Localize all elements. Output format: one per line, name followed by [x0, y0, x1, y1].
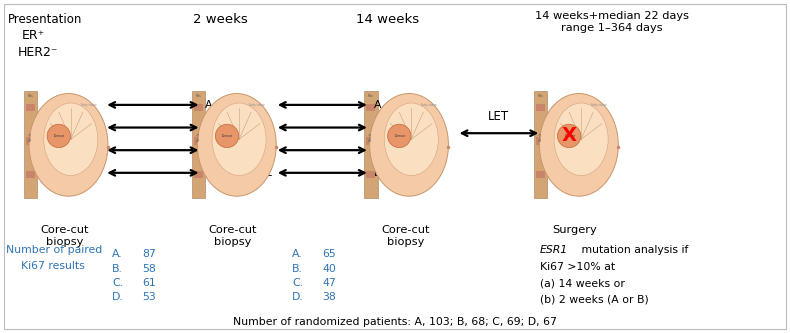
Text: A.: A.	[112, 249, 122, 259]
Text: Surgery: Surgery	[553, 225, 597, 235]
FancyBboxPatch shape	[364, 91, 378, 198]
Text: B.  LET+PAL: B. LET+PAL	[374, 123, 440, 133]
Text: HER2⁻: HER2⁻	[18, 46, 58, 59]
Text: (b) 2 weeks (A or B): (b) 2 weeks (A or B)	[540, 294, 649, 304]
FancyBboxPatch shape	[25, 170, 35, 178]
Text: 14 weeks+median 22 days
range 1–364 days: 14 weeks+median 22 days range 1–364 days	[535, 11, 689, 33]
FancyBboxPatch shape	[192, 91, 205, 198]
Text: 65: 65	[322, 249, 336, 259]
Text: 38: 38	[322, 292, 336, 302]
FancyBboxPatch shape	[25, 137, 35, 145]
Text: 14 weeks: 14 weeks	[356, 13, 419, 26]
Text: Muscle: Muscle	[197, 131, 201, 141]
Text: 61: 61	[142, 278, 156, 288]
Text: C.  PAL: C. PAL	[205, 145, 243, 155]
Text: 47: 47	[322, 278, 336, 288]
Text: ESR1: ESR1	[540, 245, 568, 255]
Text: Number of randomized patients: A, 103; B, 68; C, 69; D, 67: Number of randomized patients: A, 103; B…	[233, 317, 557, 327]
FancyBboxPatch shape	[24, 91, 37, 198]
Text: C.  LET+PAL: C. LET+PAL	[374, 145, 440, 155]
FancyBboxPatch shape	[536, 104, 545, 111]
Text: Presentation: Presentation	[8, 13, 82, 26]
Text: ER⁺: ER⁺	[22, 29, 45, 42]
Text: Tumour: Tumour	[53, 134, 64, 138]
Text: Ribs: Ribs	[538, 94, 544, 98]
Text: D.  LET+PAL: D. LET+PAL	[374, 168, 441, 178]
Text: A.: A.	[292, 249, 303, 259]
FancyBboxPatch shape	[194, 137, 203, 145]
Text: D.: D.	[112, 292, 124, 302]
Text: Fatty tissue: Fatty tissue	[249, 103, 265, 107]
Text: Tumour: Tumour	[221, 134, 232, 138]
Text: B.: B.	[292, 263, 303, 273]
FancyBboxPatch shape	[366, 137, 375, 145]
Text: mutation analysis if: mutation analysis if	[578, 245, 688, 255]
Text: D.: D.	[292, 292, 303, 302]
Circle shape	[216, 124, 239, 148]
Text: Muscle: Muscle	[369, 131, 373, 141]
Text: A.  LET: A. LET	[205, 100, 243, 110]
Ellipse shape	[43, 103, 98, 175]
Text: LET: LET	[488, 110, 510, 123]
Ellipse shape	[540, 94, 619, 196]
Text: Core-cut
biopsy: Core-cut biopsy	[209, 225, 258, 247]
Text: Number of paired: Number of paired	[6, 245, 102, 255]
Text: Tumour: Tumour	[393, 134, 404, 138]
Text: B.: B.	[112, 263, 123, 273]
Text: X: X	[562, 127, 577, 146]
FancyBboxPatch shape	[25, 104, 35, 111]
Text: 53: 53	[142, 292, 156, 302]
Text: Muscle: Muscle	[539, 131, 543, 141]
FancyBboxPatch shape	[194, 104, 203, 111]
Ellipse shape	[370, 94, 449, 196]
Text: D.  LET+PAL: D. LET+PAL	[205, 168, 273, 178]
Text: Muscle: Muscle	[28, 131, 32, 141]
Text: 40: 40	[322, 263, 336, 273]
Text: (a) 14 weeks or: (a) 14 weeks or	[540, 278, 625, 288]
Ellipse shape	[212, 103, 266, 175]
FancyBboxPatch shape	[536, 170, 545, 178]
Text: Fatty tissue: Fatty tissue	[81, 103, 96, 107]
Ellipse shape	[554, 103, 608, 175]
Text: B.  LET: B. LET	[205, 123, 243, 133]
Text: C.: C.	[112, 278, 123, 288]
Text: Ki67 results: Ki67 results	[21, 261, 85, 271]
FancyBboxPatch shape	[534, 91, 547, 198]
Circle shape	[558, 124, 581, 148]
Text: Ribs: Ribs	[28, 94, 33, 98]
Text: Core-cut
biopsy: Core-cut biopsy	[381, 225, 430, 247]
Text: Fatty tissue: Fatty tissue	[421, 103, 437, 107]
Circle shape	[47, 124, 70, 148]
Text: Fatty tissue: Fatty tissue	[591, 103, 607, 107]
Text: C.: C.	[292, 278, 303, 288]
Circle shape	[388, 124, 411, 148]
Text: Core-cut
biopsy: Core-cut biopsy	[40, 225, 89, 247]
Text: Tumour: Tumour	[563, 134, 574, 138]
Ellipse shape	[384, 103, 438, 175]
Text: Ki67 >10% at: Ki67 >10% at	[540, 261, 615, 271]
FancyBboxPatch shape	[194, 170, 203, 178]
Text: 87: 87	[142, 249, 156, 259]
Ellipse shape	[198, 94, 276, 196]
FancyBboxPatch shape	[536, 137, 545, 145]
Text: 58: 58	[142, 263, 156, 273]
FancyBboxPatch shape	[366, 170, 375, 178]
FancyBboxPatch shape	[366, 104, 375, 111]
Ellipse shape	[29, 94, 108, 196]
Text: Ribs: Ribs	[368, 94, 374, 98]
Text: A.  LET: A. LET	[374, 100, 411, 110]
Text: Ribs: Ribs	[196, 94, 201, 98]
Text: 2 weeks: 2 weeks	[193, 13, 247, 26]
